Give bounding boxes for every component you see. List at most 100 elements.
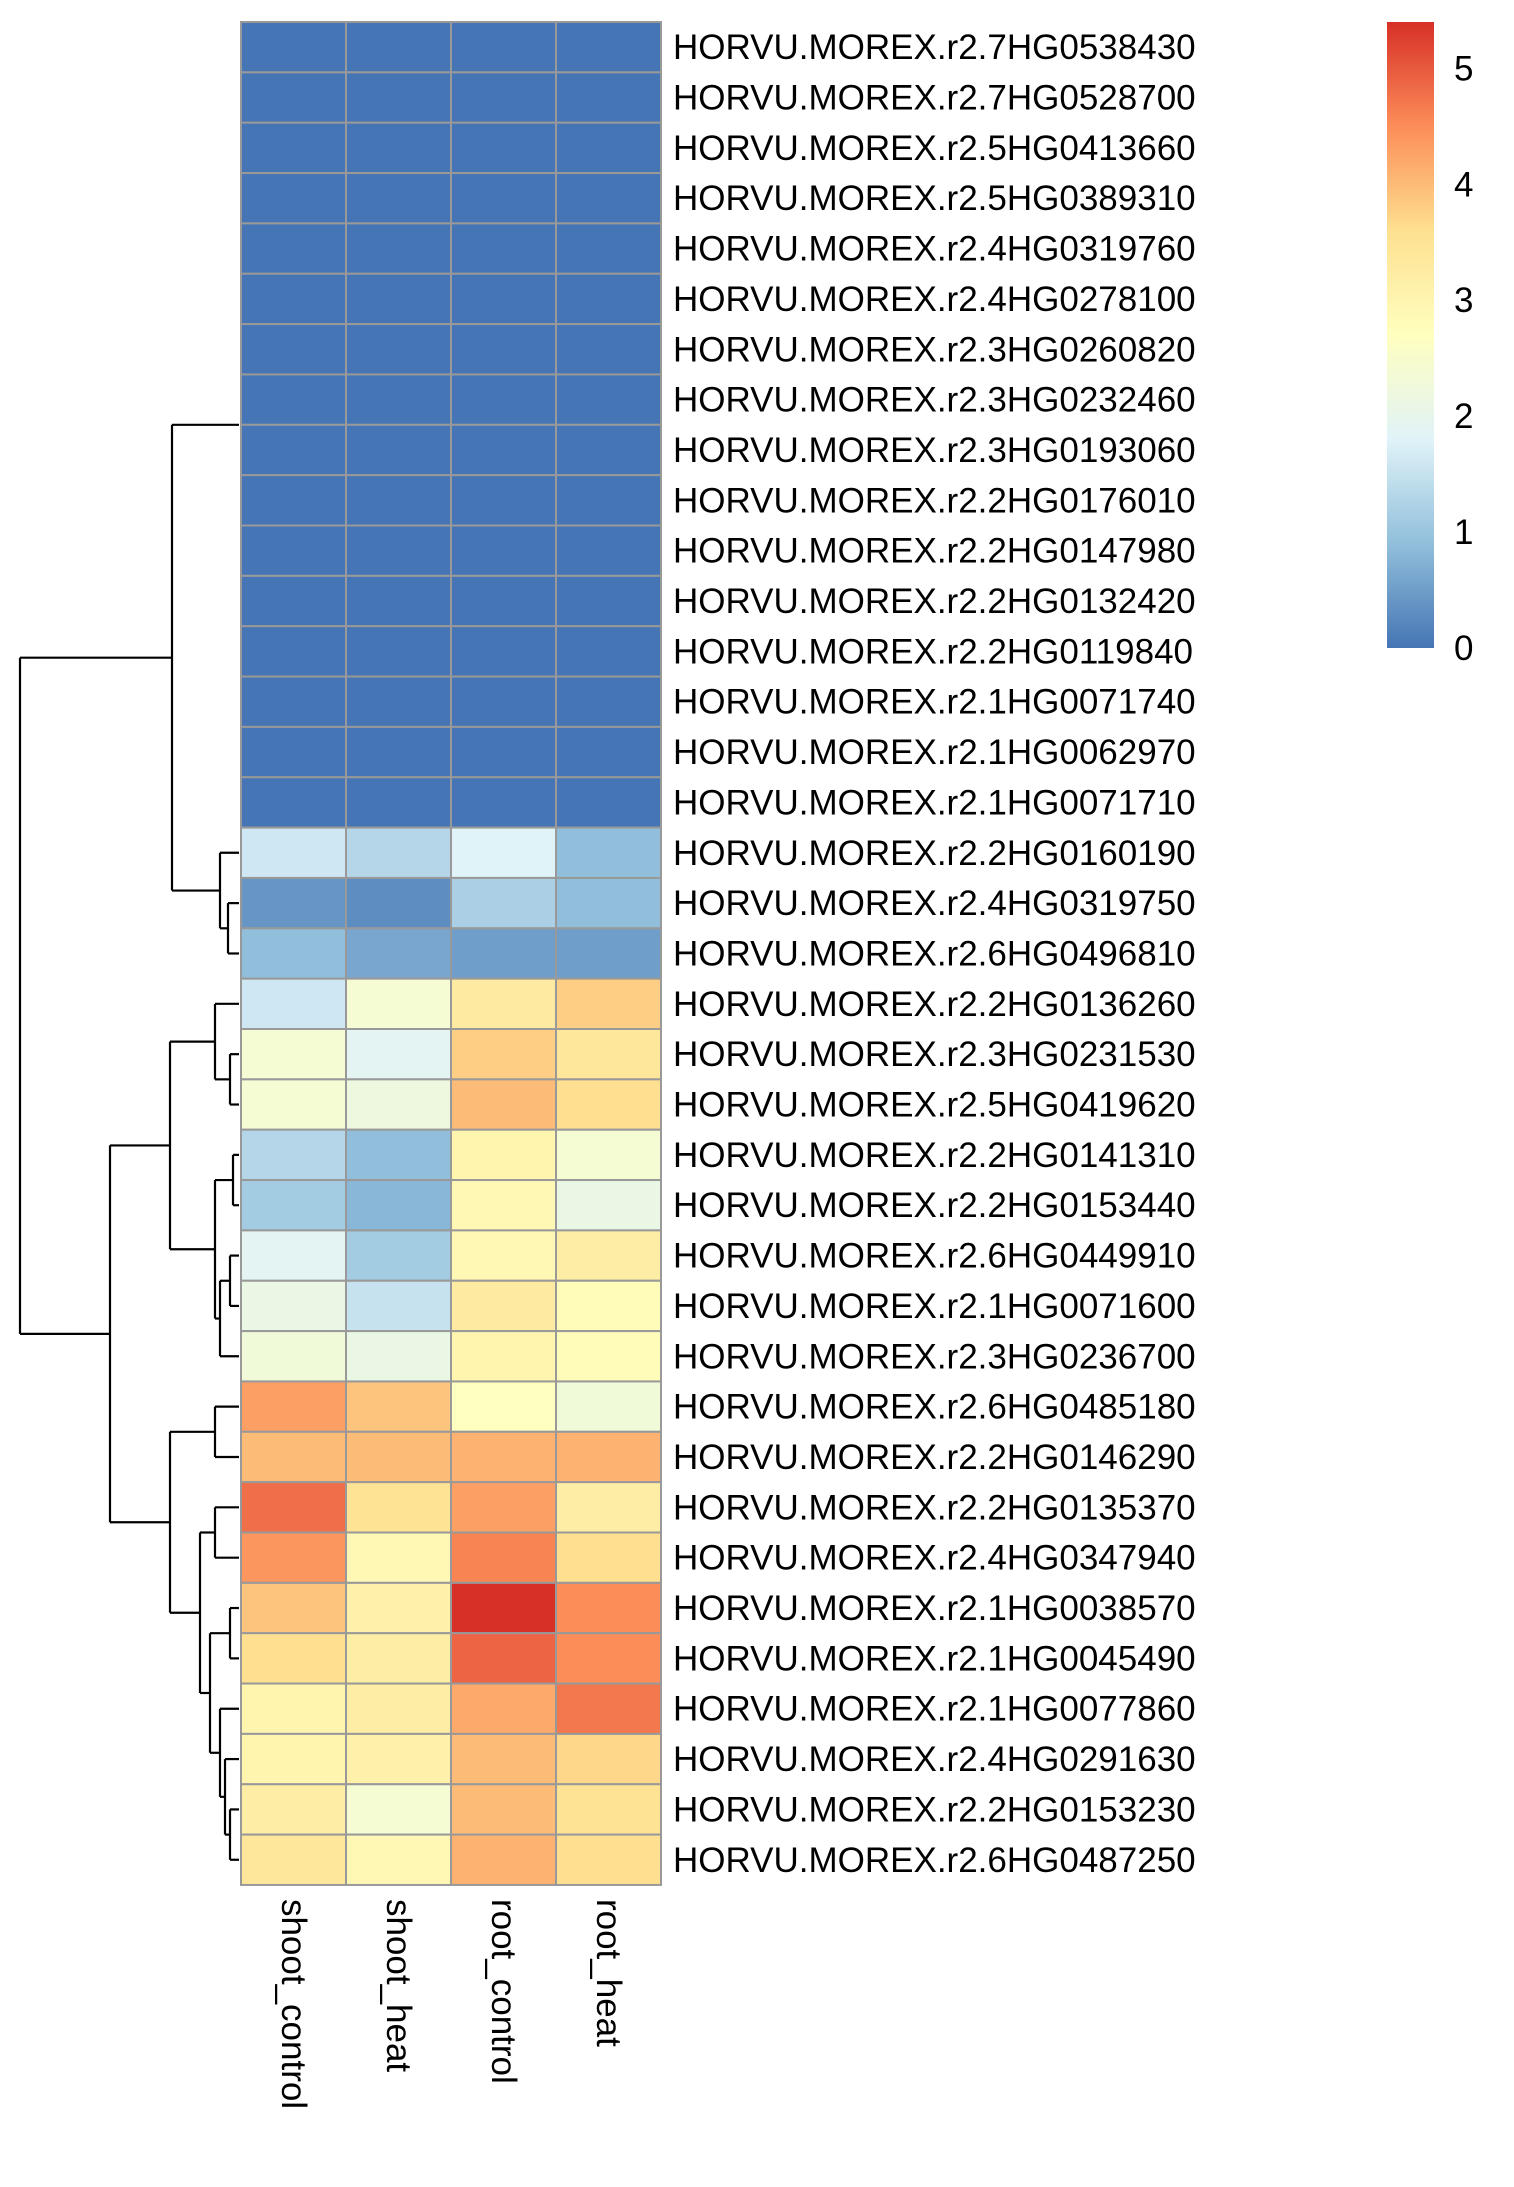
heatmap-cell [345, 1279, 452, 1333]
heatmap-cell [450, 1330, 557, 1383]
heatmap-cell [555, 21, 662, 74]
heatmap-cell [240, 1430, 347, 1484]
row-label: HORVU.MOREX.r2.4HG0319760 [673, 230, 1196, 269]
heatmap-cell [345, 776, 452, 829]
legend-tick-label: 3 [1454, 281, 1473, 320]
heatmap-cell [240, 1732, 347, 1786]
heatmap-cell [555, 1229, 662, 1282]
heatmap-cell [345, 1833, 452, 1886]
row-label: HORVU.MOREX.r2.2HG0153230 [673, 1790, 1196, 1829]
heatmap-cell [555, 373, 662, 426]
row-label: HORVU.MOREX.r2.2HG0160190 [673, 834, 1196, 873]
heatmap-cell [345, 977, 452, 1031]
heatmap-cell [240, 1330, 347, 1383]
heatmap-cell [555, 1430, 662, 1484]
row-label: HORVU.MOREX.r2.5HG0419620 [673, 1086, 1196, 1125]
heatmap-cell [345, 1481, 452, 1534]
heatmap-cell [555, 323, 662, 376]
row-label: HORVU.MOREX.r2.3HG0236700 [673, 1337, 1196, 1376]
heatmap-cell [345, 474, 452, 527]
heatmap-cell [555, 1481, 662, 1534]
heatmap-cell [450, 474, 557, 527]
row-label: HORVU.MOREX.r2.7HG0528700 [673, 79, 1196, 118]
heatmap-cell [555, 524, 662, 577]
row-label: HORVU.MOREX.r2.4HG0291630 [673, 1740, 1196, 1779]
heatmap-cell [240, 1581, 347, 1635]
heatmap-cell [345, 1128, 452, 1182]
legend-color-bar [1387, 22, 1434, 648]
heatmap-cell [240, 625, 347, 678]
row-label: HORVU.MOREX.r2.1HG0077860 [673, 1690, 1196, 1729]
heatmap-cell [345, 1229, 452, 1282]
heatmap-cell [555, 1179, 662, 1232]
heatmap-cell [240, 423, 347, 477]
heatmap-cell [345, 373, 452, 426]
heatmap-cell [555, 776, 662, 829]
legend-tick-label: 2 [1454, 397, 1473, 436]
legend-tick-label: 4 [1454, 165, 1473, 204]
heatmap-cell [345, 1682, 452, 1735]
row-labels: HORVU.MOREX.r2.7HG0538430 HORVU.MOREX.r2.… [673, 28, 1196, 1880]
heatmap-cell [450, 423, 557, 477]
column-label: root_control [484, 1899, 523, 2084]
heatmap-cell [555, 1833, 662, 1886]
row-label: HORVU.MOREX.r2.2HG0146290 [673, 1438, 1196, 1477]
row-label: HORVU.MOREX.r2.6HG0449910 [673, 1237, 1196, 1276]
heatmap-cell [450, 725, 557, 779]
heatmap-cell [555, 222, 662, 275]
heatmap-cell [555, 927, 662, 980]
heatmap-cell [345, 21, 452, 74]
heatmap-cell [345, 1732, 452, 1786]
column-label: shoot_control [274, 1899, 313, 2109]
heatmap-cell [450, 1581, 557, 1635]
heatmap-cell [240, 474, 347, 527]
heatmap-cell [450, 776, 557, 829]
heatmap-cell [240, 1481, 347, 1534]
heatmap-cell [555, 1380, 662, 1433]
heatmap-cell [450, 272, 557, 326]
heatmap-cell [345, 675, 452, 728]
heatmap-cell [240, 1833, 347, 1886]
heatmap-cell [240, 1279, 347, 1333]
heatmap-cell [240, 172, 347, 225]
heatmap-cell [240, 574, 347, 628]
heatmap-cell [345, 876, 452, 930]
heatmap-cell [240, 71, 347, 124]
heatmap-cell [450, 71, 557, 124]
column-label: shoot_heat [379, 1899, 418, 2072]
heatmap-cell [345, 121, 452, 175]
heatmap-cell [240, 323, 347, 376]
heatmap-cell [345, 272, 452, 326]
heatmap-cell [555, 172, 662, 225]
heatmap-cell [240, 927, 347, 980]
heatmap-cell [240, 1380, 347, 1433]
heatmap-cell [345, 1531, 452, 1584]
heatmap-cell [555, 977, 662, 1031]
heatmap-cell [345, 1783, 452, 1836]
heatmap-cell [450, 1833, 557, 1886]
heatmap-cell [555, 574, 662, 628]
heatmap-cell [450, 524, 557, 577]
legend-tick-label: 5 [1454, 49, 1473, 88]
heatmap-cell [240, 1682, 347, 1735]
heatmap-cell [345, 323, 452, 376]
heatmap-cell [450, 826, 557, 879]
heatmap-cell [240, 21, 347, 74]
column-label: root_heat [589, 1899, 628, 2047]
heatmap-cell [240, 776, 347, 829]
row-label: HORVU.MOREX.r2.3HG0231530 [673, 1035, 1196, 1074]
heatmap-cell [555, 1783, 662, 1836]
heatmap-cell [345, 725, 452, 779]
row-label: HORVU.MOREX.r2.2HG0135370 [673, 1488, 1196, 1527]
heatmap-cell [450, 625, 557, 678]
heatmap-cell [240, 272, 347, 326]
heatmap-cell [345, 1179, 452, 1232]
row-label: HORVU.MOREX.r2.4HG0278100 [673, 280, 1196, 319]
heatmap-cell [555, 725, 662, 779]
heatmap-cell [555, 272, 662, 326]
heatmap-cell [450, 876, 557, 930]
heatmap-cell [450, 574, 557, 628]
heatmap-cells [240, 21, 662, 1886]
heatmap-cell [555, 1531, 662, 1584]
heatmap-cell [555, 121, 662, 175]
